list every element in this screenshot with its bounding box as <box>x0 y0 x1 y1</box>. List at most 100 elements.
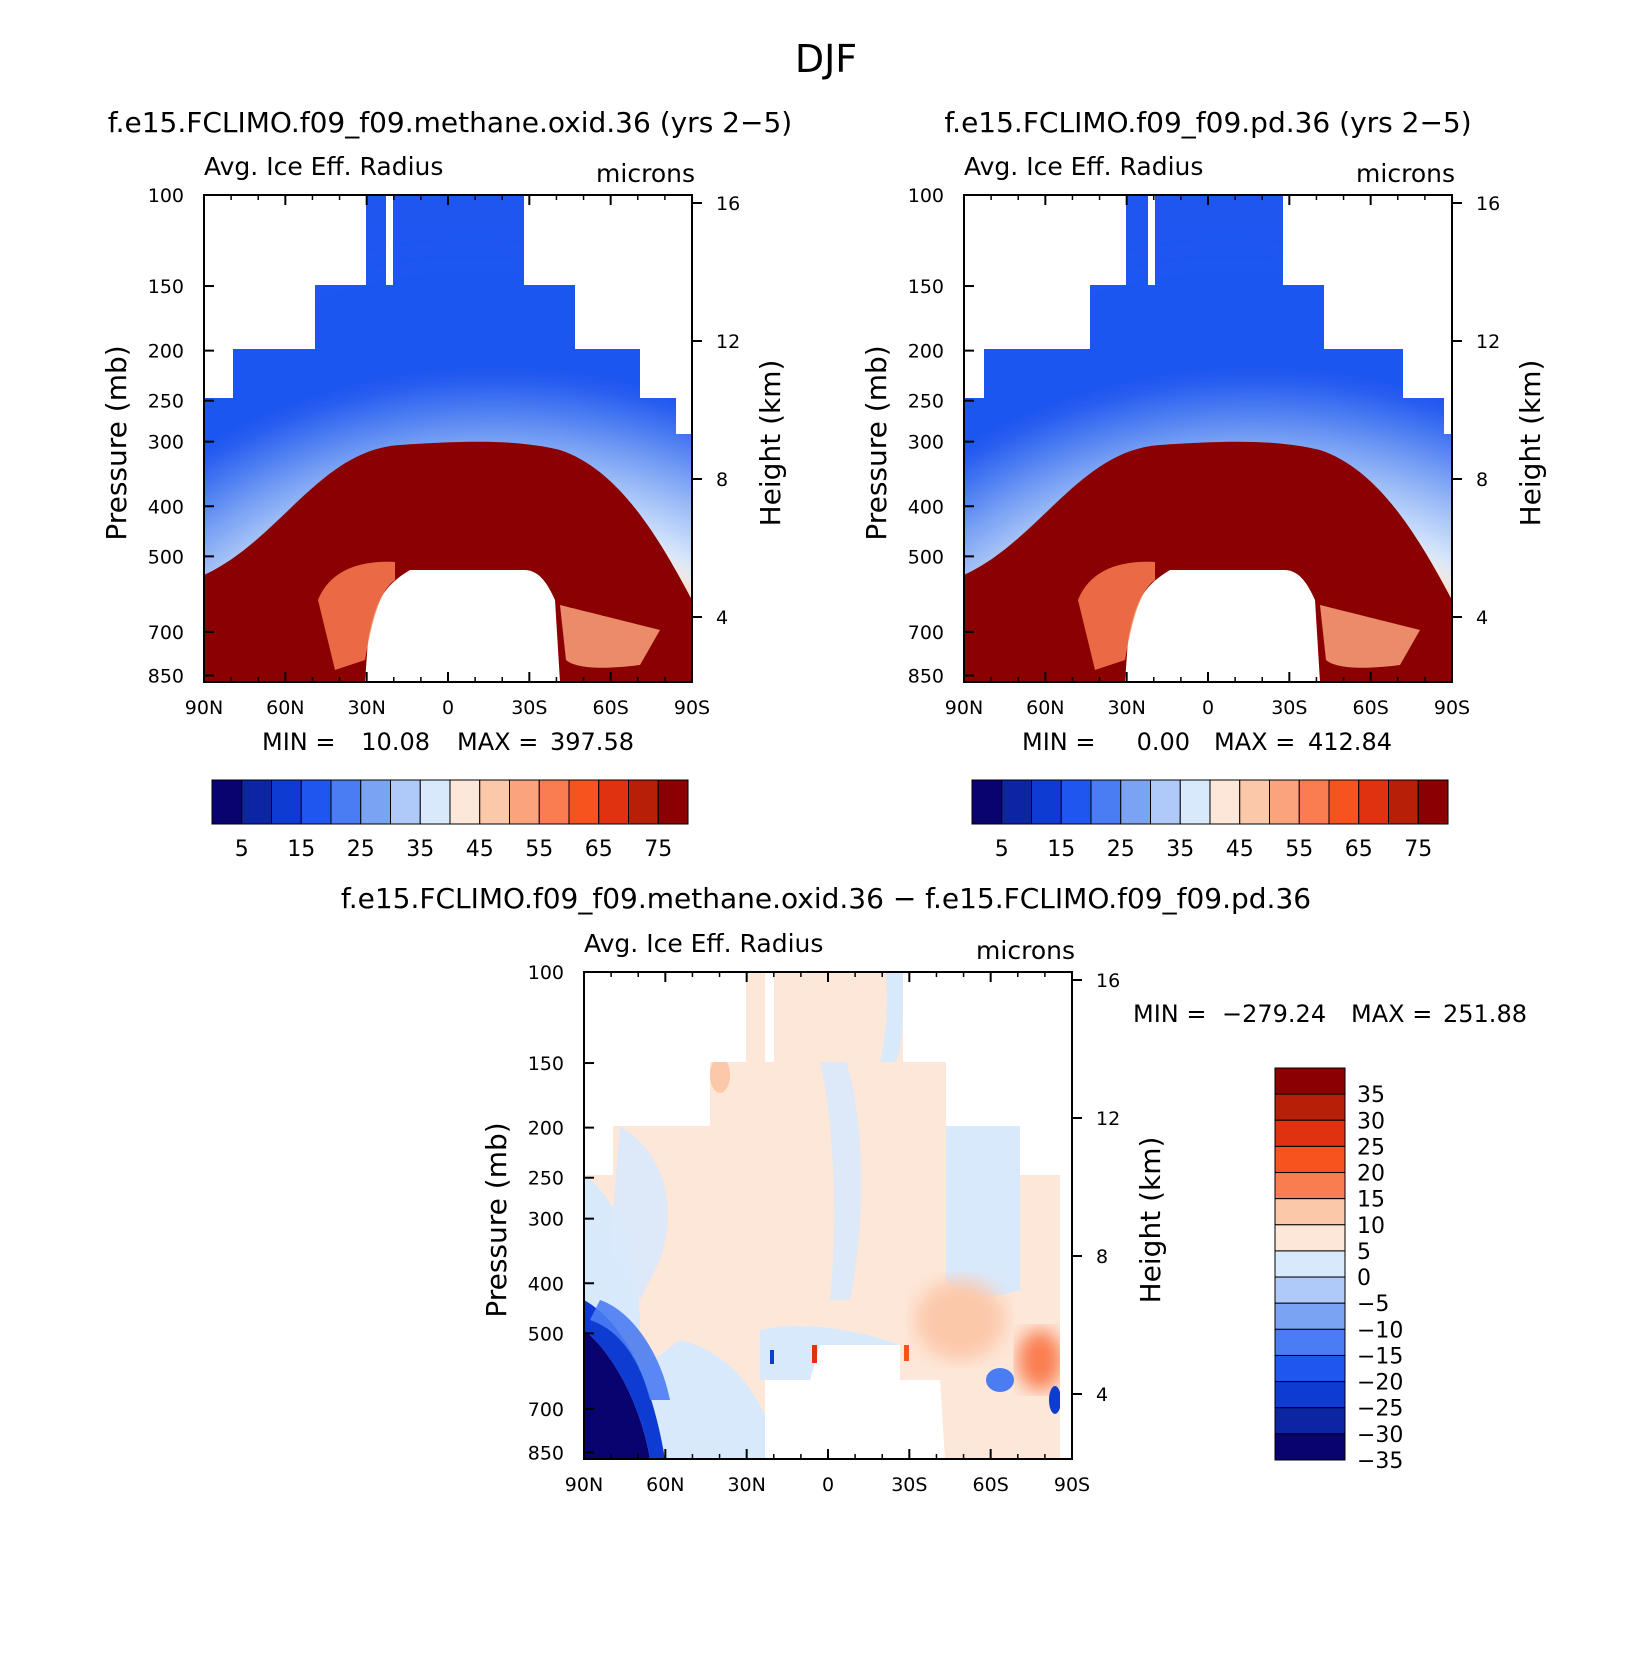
colorbar-swatch <box>300 779 332 825</box>
panel-2-units: microns <box>1356 159 1455 188</box>
colorbar-label: 45 <box>466 837 494 862</box>
panel-3-variable: Avg. Ice Eff. Radius <box>584 929 823 958</box>
panel-3-y-axis: 100 150 200 250 300 400 500 700 850 <box>528 962 594 1464</box>
y-tick-label: 700 <box>908 622 944 644</box>
y-tick-label: 400 <box>528 1273 564 1295</box>
panel-1-title: f.e15.FCLIMO.f09_f09.methane.oxid.36 (yr… <box>108 106 792 139</box>
colorbar-swatch <box>1179 779 1211 825</box>
colorbar-swatch <box>1358 779 1389 825</box>
colorbar-label: −15 <box>1357 1344 1403 1369</box>
panel-2-y-axis-right: 16 12 8 4 <box>1452 193 1500 629</box>
y-right-tick-label: 16 <box>716 193 740 215</box>
colorbar-swatch <box>1274 1276 1346 1304</box>
panel-3-min-value: −279.24 <box>1222 1000 1326 1028</box>
y-tick-label: 150 <box>148 276 184 298</box>
y-tick-label: 500 <box>528 1323 564 1345</box>
panel-1-x-axis: 90N 60N 30N 0 30S 60S 90S <box>185 195 710 719</box>
y-right-tick-label: 16 <box>1096 970 1120 992</box>
panel-3-min-label: MIN = <box>1133 1000 1206 1028</box>
colorbar-swatch <box>509 779 540 825</box>
x-tick-label: 0 <box>1202 697 1214 719</box>
colorbar-label: 25 <box>347 837 375 862</box>
colorbar-swatch <box>1274 1407 1346 1435</box>
colorbar-label: −20 <box>1357 1371 1403 1396</box>
y-right-tick-label: 8 <box>1476 469 1488 491</box>
panel-1-y-axis-right: 16 12 8 4 <box>692 193 740 629</box>
colorbar-swatch <box>1090 779 1122 825</box>
colorbar-swatch <box>419 779 451 825</box>
colorbar-swatch <box>1269 779 1300 825</box>
colorbar-label: 45 <box>1226 837 1254 862</box>
y-tick-label: 150 <box>528 1053 564 1075</box>
colorbar-label: 15 <box>1047 837 1075 862</box>
panel-2-min-value: 0.00 <box>1137 728 1190 756</box>
figure-title: DJF <box>795 37 857 81</box>
colorbar-swatch <box>1274 1198 1346 1226</box>
panel-2-variable: Avg. Ice Eff. Radius <box>964 152 1203 181</box>
y-tick-label: 400 <box>908 496 944 518</box>
y-tick-label: 150 <box>908 276 944 298</box>
panel-1-ylabel-right: Height (km) <box>754 360 787 527</box>
x-tick-label: 0 <box>442 697 454 719</box>
colorbar-label: 30 <box>1357 1109 1385 1134</box>
colorbar-label: −5 <box>1357 1292 1389 1317</box>
colorbar-swatch <box>1274 1119 1346 1147</box>
colorbar-label: 25 <box>1107 837 1135 862</box>
x-tick-label: 30S <box>1271 697 1307 719</box>
y-right-tick-label: 8 <box>1096 1246 1108 1268</box>
colorbar-label: 75 <box>1404 837 1432 862</box>
x-tick-label: 60N <box>266 697 304 719</box>
colorbar-label: 35 <box>406 837 434 862</box>
colorbar-swatch <box>1150 779 1181 825</box>
panel-3-max-value: 251.88 <box>1443 1000 1527 1028</box>
x-tick-label: 30N <box>1107 697 1145 719</box>
colorbar-swatch <box>1274 1381 1346 1409</box>
y-tick-label: 700 <box>528 1399 564 1421</box>
y-right-tick-label: 4 <box>1096 1384 1108 1406</box>
colorbar-swatch <box>1388 779 1419 825</box>
colorbar-swatch <box>1298 779 1330 825</box>
y-tick-label: 500 <box>908 546 944 568</box>
panel-2-x-axis: 90N 60N 30N 0 30S 60S 90S <box>945 195 1470 719</box>
panel-pd: f.e15.FCLIMO.f09_f09.pd.36 (yrs 2−5) Avg… <box>860 106 1547 862</box>
colorbar-label: 55 <box>1285 837 1313 862</box>
panel-1-max-value: 397.58 <box>550 728 634 756</box>
x-tick-label: 60S <box>1353 697 1389 719</box>
colorbar-swatch <box>568 779 600 825</box>
colorbar-swatch <box>241 779 272 825</box>
y-tick-label: 100 <box>528 962 564 984</box>
x-tick-label: 90N <box>185 697 223 719</box>
colorbar-label: 35 <box>1357 1083 1385 1108</box>
colorbar-swatch <box>628 779 659 825</box>
colorbar-label: −25 <box>1357 1397 1403 1422</box>
y-tick-label: 400 <box>148 496 184 518</box>
colorbar-label: 15 <box>1357 1188 1385 1213</box>
colorbar-swatch <box>1274 1067 1346 1095</box>
panel-2-y-axis: 100 150 200 250 300 400 500 700 850 <box>908 185 974 687</box>
colorbar-label: 5 <box>235 837 249 862</box>
y-tick-label: 100 <box>148 185 184 207</box>
colorbar-swatch <box>1001 779 1032 825</box>
colorbar-swatch <box>1274 1172 1346 1200</box>
panel-3-field <box>584 972 1060 1459</box>
y-tick-label: 250 <box>528 1168 564 1190</box>
colorbar-swatch <box>1239 779 1270 825</box>
colorbar-swatch <box>1031 779 1062 825</box>
y-tick-label: 850 <box>528 1442 564 1464</box>
panel-3-title: f.e15.FCLIMO.f09_f09.methane.oxid.36 − f… <box>341 882 1311 915</box>
colorbar-label: 65 <box>1345 837 1373 862</box>
panel-2-field <box>964 195 1452 682</box>
colorbar-label: 20 <box>1357 1162 1385 1187</box>
colorbar-swatch <box>971 779 1003 825</box>
x-tick-label: 30N <box>347 697 385 719</box>
panel-2-title: f.e15.FCLIMO.f09_f09.pd.36 (yrs 2−5) <box>944 106 1471 139</box>
colorbar-swatch <box>1060 779 1092 825</box>
y-tick-label: 200 <box>908 341 944 363</box>
y-tick-label: 300 <box>148 432 184 454</box>
colorbar-label: 5 <box>995 837 1009 862</box>
panel-1-units: microns <box>596 159 695 188</box>
panel-1-max-label: MAX = <box>457 728 538 756</box>
colorbar-label: 5 <box>1357 1240 1371 1265</box>
y-tick-label: 300 <box>908 432 944 454</box>
x-tick-label: 90S <box>1054 1474 1090 1496</box>
